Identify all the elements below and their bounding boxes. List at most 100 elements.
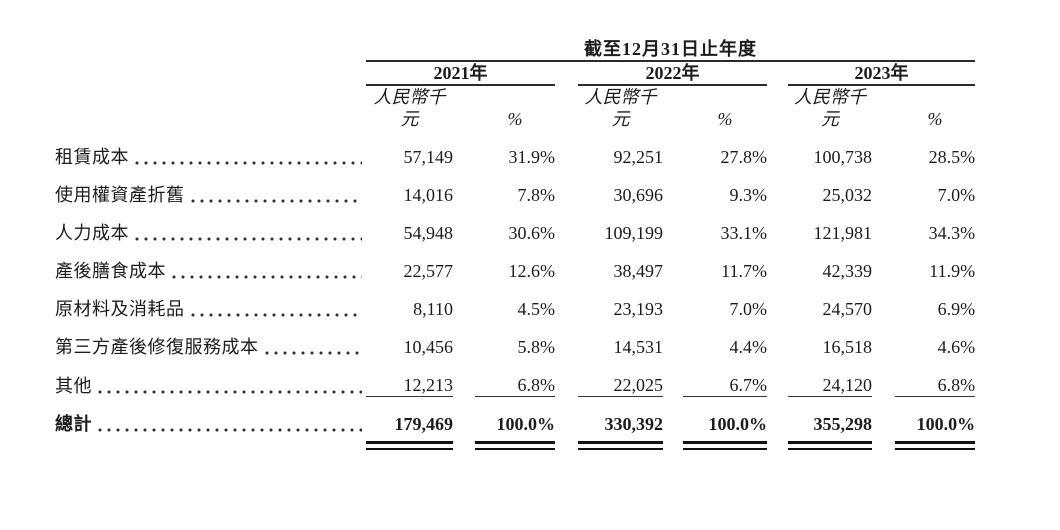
dot-leader [135, 161, 362, 165]
table-row: 租賃成本 57,149 31.9% 92,251 27.8% 100,738 2… [55, 130, 975, 168]
table-title: 截至12月31日止年度 [366, 38, 976, 62]
spacer [872, 282, 895, 320]
total-percent-cell: 100.0% [916, 414, 976, 434]
double-rule-cell [366, 436, 453, 455]
title-row-spacer [55, 38, 366, 61]
percent-cell: 6.8% [895, 358, 976, 397]
spacer [767, 397, 788, 437]
amount-cell: 16,518 [822, 337, 873, 357]
spacer [663, 282, 683, 320]
spacer [663, 206, 683, 244]
double-rule-cell [683, 436, 767, 455]
row-label: 租賃成本 [55, 147, 129, 167]
spacer [767, 206, 788, 244]
row-label-cell: 第三方產後修復服務成本 [55, 320, 366, 358]
spacer [555, 61, 578, 85]
percent-cell: 7.0% [729, 299, 768, 319]
spacer [663, 130, 683, 168]
double-rule [578, 441, 663, 450]
total-row-label: 總計 [55, 414, 92, 434]
spacer [453, 282, 475, 320]
percent-cell: 4.6% [937, 337, 976, 357]
spacer [663, 320, 683, 358]
row-label-cell: 人力成本 [55, 206, 366, 244]
amount-cell: 12,213 [366, 358, 453, 397]
spacer [555, 85, 578, 130]
percent-header-2021: % [507, 109, 523, 129]
spacer [453, 436, 475, 455]
amount-cell: 38,497 [613, 261, 664, 281]
percent-cell: 5.8% [517, 337, 556, 357]
spacer [555, 168, 578, 206]
row-label: 產後膳食成本 [55, 261, 166, 281]
spacer [767, 436, 788, 455]
row-label-cell: 原材料及消耗品 [55, 282, 366, 320]
percent-cell: 11.7% [721, 261, 767, 281]
row-label-cell: 其他 [55, 358, 366, 397]
spacer [663, 244, 683, 282]
spacer [767, 320, 788, 358]
amount-cell: 57,149 [403, 147, 454, 167]
amount-cell: 30,696 [613, 185, 664, 205]
subheader-spacer [55, 85, 366, 130]
row-label-cell: 使用權資產折舊 [55, 168, 366, 206]
spacer [872, 436, 895, 455]
percent-cell: 4.5% [517, 299, 556, 319]
spacer [767, 130, 788, 168]
amount-cell: 42,339 [822, 261, 873, 281]
percent-header-2023: % [927, 109, 943, 129]
row-label-cell: 產後膳食成本 [55, 244, 366, 282]
double-rule [366, 441, 453, 450]
amount-cell: 24,570 [822, 299, 873, 319]
table-row: 使用權資產折舊 14,016 7.8% 30,696 9.3% 25,032 7… [55, 168, 975, 206]
total-row: 總計 179,469 100.0% 330,392 100.0% 355,298… [55, 397, 975, 437]
spacer [663, 397, 683, 437]
total-amount-cell: 179,469 [394, 414, 454, 434]
table-row: 第三方產後修復服務成本 10,456 5.8% 14,531 4.4% 16,5… [55, 320, 975, 358]
spacer [555, 320, 578, 358]
amount-cell: 25,032 [822, 185, 873, 205]
amount-cell: 23,193 [613, 299, 664, 319]
spacer [555, 244, 578, 282]
percent-cell: 28.5% [928, 147, 976, 167]
double-rule [683, 441, 767, 450]
total-amount-cell: 330,392 [604, 414, 664, 434]
spacer [872, 85, 895, 130]
spacer [872, 244, 895, 282]
year-row-spacer [55, 61, 366, 85]
spacer [872, 206, 895, 244]
amount-cell: 22,577 [403, 261, 454, 281]
spacer [55, 436, 366, 455]
row-label-cell: 租賃成本 [55, 130, 366, 168]
spacer [767, 282, 788, 320]
amount-cell: 24,120 [788, 358, 872, 397]
double-rule [895, 441, 976, 450]
amount-cell: 10,456 [403, 337, 454, 357]
percent-cell: 9.3% [729, 185, 768, 205]
row-label: 使用權資產折舊 [55, 185, 185, 205]
spacer [555, 206, 578, 244]
spacer [663, 436, 683, 455]
amount-cell: 14,016 [403, 185, 454, 205]
spacer [453, 358, 475, 397]
year-header-row: 2021年 2022年 2023年 [55, 61, 976, 86]
spacer [453, 244, 475, 282]
double-rule-cell [788, 436, 872, 455]
spacer [663, 168, 683, 206]
spacer [767, 244, 788, 282]
amount-cell: 100,738 [813, 147, 873, 167]
spacer [767, 85, 788, 130]
spacer [453, 168, 475, 206]
year-header-2022: 2022年 [578, 61, 767, 86]
table-row: 人力成本 54,948 30.6% 109,199 33.1% 121,981 … [55, 206, 975, 244]
spacer [453, 397, 475, 437]
spacer [453, 130, 475, 168]
spacer [555, 130, 578, 168]
amount-cell: 54,948 [403, 223, 454, 243]
dot-leader [172, 275, 362, 279]
cost-breakdown-table: 截至12月31日止年度 2021年 2022年 2023年 人民幣千元 % 人民… [55, 38, 976, 455]
total-amount-cell: 355,298 [813, 414, 873, 434]
amount-cell: 121,981 [813, 223, 873, 243]
dot-leader [264, 351, 362, 355]
